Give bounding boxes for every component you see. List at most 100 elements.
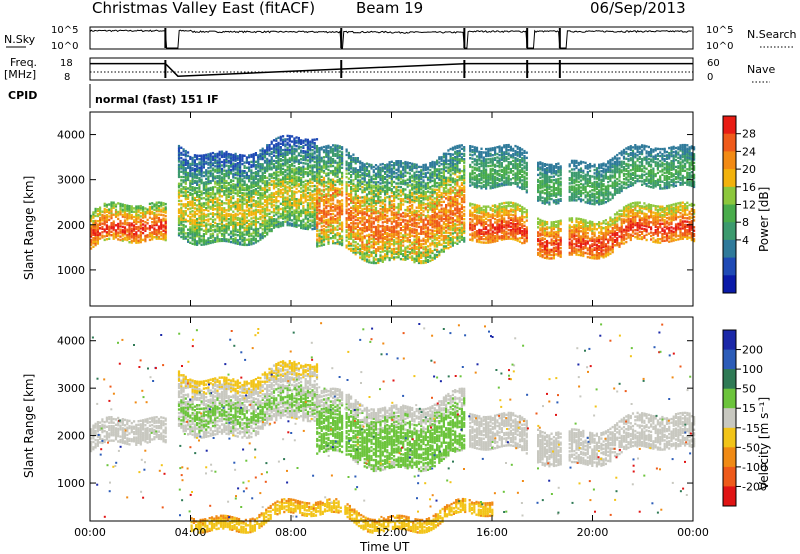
power-cells-cell: [390, 203, 393, 206]
power-cells-cell: [263, 185, 267, 188]
power-cells-cell: [356, 247, 359, 251]
power-cells-cell: [288, 140, 291, 143]
power-cells-cell: [288, 174, 291, 177]
power-cells-cell: [322, 228, 326, 231]
power-cells-cell: [266, 204, 269, 207]
power-cells-cell: [322, 224, 326, 228]
power-cells-cell: [306, 214, 309, 217]
power-cells-cell: [318, 234, 321, 237]
power-cells-cell: [277, 143, 280, 146]
power-cells-cell: [177, 194, 181, 197]
power-cells-cell: [415, 245, 418, 249]
power-cells-cell: [288, 188, 291, 191]
power-cells-cell: [377, 186, 380, 189]
power-cells-cell: [236, 203, 239, 206]
power-cells-cell: [361, 201, 364, 204]
power-cells-cell: [218, 231, 221, 234]
power-cells-cell: [327, 192, 330, 196]
power-cells-cell: [250, 210, 253, 213]
power-cells-cell: [270, 222, 273, 226]
power-cells-cell: [189, 203, 192, 207]
power-cells-cell: [361, 163, 364, 166]
power-cells-cell: [180, 223, 183, 227]
power-cells-cell: [207, 192, 210, 195]
power-cells-cell: [202, 215, 205, 219]
power-cells-cell: [316, 147, 319, 150]
power-cells-cell: [399, 191, 402, 194]
power-cells-cell: [347, 155, 350, 158]
power-cells-cell: [160, 234, 163, 237]
power-cells-cell: [268, 216, 271, 219]
power-cells-cell: [325, 150, 328, 153]
power-cells-cell: [241, 207, 244, 210]
power-cells-cell: [207, 190, 210, 194]
power-cells-cell: [365, 207, 369, 210]
power-cells-cell: [293, 142, 296, 145]
power-cells-cell: [365, 186, 369, 189]
power-cells-cell: [243, 199, 246, 202]
power-cells-cell: [422, 225, 425, 229]
power-cells-cell: [214, 204, 217, 207]
power-cells-cell: [408, 228, 411, 232]
power-cells-cell: [133, 234, 136, 237]
power-cells-cell: [279, 182, 282, 185]
power-cells-cell: [372, 186, 375, 189]
power-cells-cell: [424, 257, 427, 261]
power-cells-cell: [356, 160, 359, 163]
power-cells-cell: [241, 186, 244, 190]
power-cells-cell: [279, 202, 282, 205]
power-cells-cell: [350, 187, 353, 191]
power-cells-cell: [341, 223, 344, 226]
power-cells-cell: [404, 253, 407, 256]
power-cells-cell: [374, 210, 378, 213]
power-cells-cell: [232, 215, 235, 218]
power-cells-cell: [422, 213, 425, 217]
power-cells-cell: [422, 175, 425, 179]
power-cells-cell: [142, 216, 145, 219]
power-cells-cell: [189, 169, 192, 172]
power-cells-cell: [395, 172, 398, 175]
power-cells-cell: [272, 182, 276, 185]
power-cells-cell: [94, 237, 97, 240]
power-cells-cell: [123, 231, 127, 234]
power-cells-cell: [388, 241, 391, 245]
power-cells-cell: [377, 199, 380, 203]
power-cells-cell: [245, 243, 248, 247]
power-cells-cell: [137, 234, 140, 237]
power-cells-cell: [361, 161, 364, 165]
power-cells-cell: [304, 184, 307, 188]
power-cells-cell: [239, 162, 242, 165]
power-cells-cell: [227, 194, 230, 197]
power-cells-cell: [370, 198, 373, 201]
power-cells-cell: [368, 247, 371, 250]
power-cells-cell: [248, 226, 251, 229]
power-cells-cell: [420, 229, 423, 232]
power-cells-cell: [225, 173, 228, 176]
power-cells-cell: [390, 189, 393, 193]
power-cells-cell: [288, 201, 291, 205]
power-cells-cell: [318, 177, 321, 181]
power-cells-cell: [110, 213, 113, 216]
power-cells-cell: [160, 220, 163, 223]
power-cells-cell: [379, 213, 382, 216]
power-cells-cell: [327, 204, 330, 208]
power-cells-cell: [426, 176, 430, 179]
power-cells-cell: [191, 218, 194, 221]
power-cells-cell: [259, 195, 262, 198]
power-cells-cell: [318, 217, 321, 220]
power-cells-cell: [406, 254, 409, 257]
power-cells-cell: [338, 206, 341, 210]
power-cells-cell: [126, 218, 129, 221]
power-cells-cell: [94, 207, 97, 211]
power-cells-cell: [259, 202, 262, 205]
power-cells-cell: [368, 163, 371, 166]
power-cells-cell: [252, 154, 255, 158]
power-cells-cell: [341, 240, 344, 243]
power-cells-cell: [272, 180, 276, 183]
power-cells-cell: [429, 216, 432, 220]
power-cells-cell: [272, 218, 276, 221]
power-cells-cell: [316, 181, 319, 185]
power-cells-cell: [332, 183, 335, 186]
power-cells-cell: [354, 162, 357, 165]
power-cells-cell: [239, 155, 242, 158]
